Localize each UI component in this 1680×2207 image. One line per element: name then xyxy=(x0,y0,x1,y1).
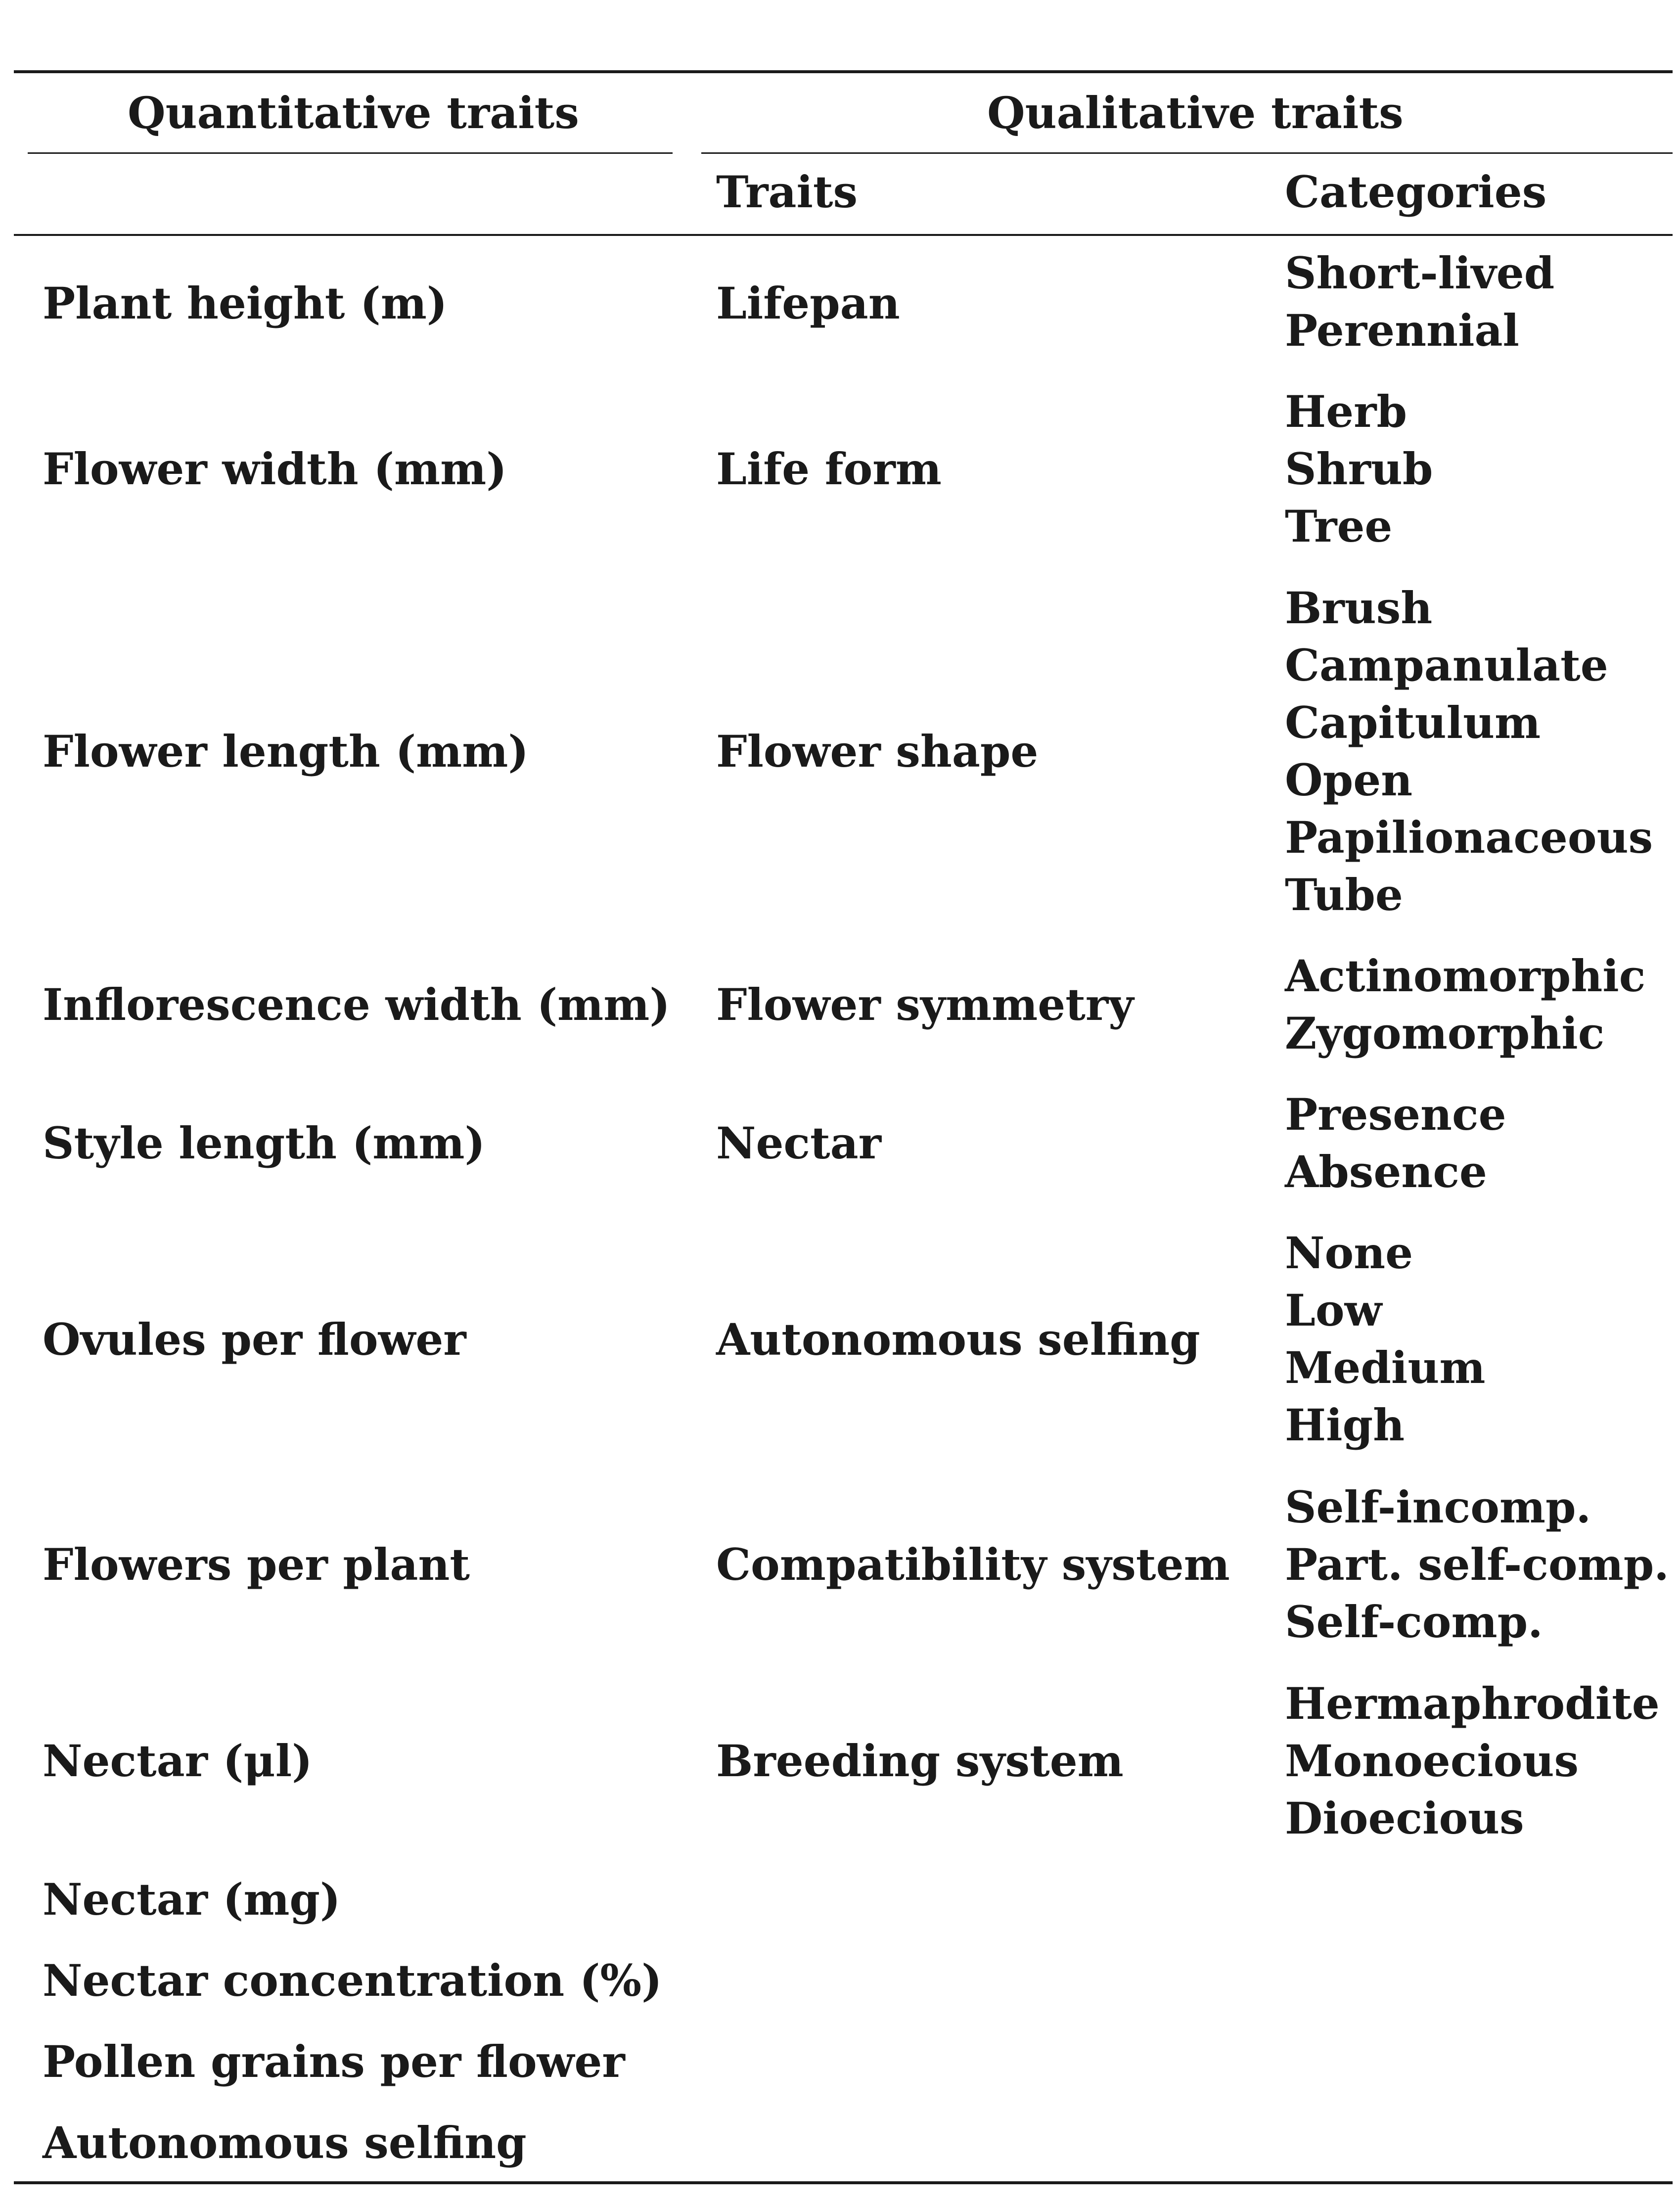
qualitative-trait: Flower symmetry xyxy=(716,979,1134,1030)
category-item: High xyxy=(1285,1399,1405,1451)
category-item: Shrub xyxy=(1285,443,1433,495)
category-list: Short-lived Perennial xyxy=(1285,244,1554,359)
qualitative-trait: Breeding system xyxy=(716,1735,1124,1787)
category-item: Campanulate xyxy=(1285,640,1608,691)
qualitative-trait: Compatibility system xyxy=(716,1539,1230,1590)
header-categories: Categories xyxy=(1285,166,1547,218)
category-item: Monoecious xyxy=(1285,1735,1579,1787)
header-quantitative-traits: Quantitative traits xyxy=(128,87,579,138)
category-item: Dioecious xyxy=(1285,1793,1524,1844)
qualitative-trait: Flower shape xyxy=(716,726,1039,777)
header-bottom-rule xyxy=(14,234,1673,236)
header-traits: Traits xyxy=(716,166,858,218)
category-item: Papilionaceous xyxy=(1285,812,1653,863)
category-item: Brush xyxy=(1285,582,1433,634)
quantitative-trait: Plant height (m) xyxy=(43,277,448,329)
quantitative-header-underline xyxy=(28,152,673,154)
category-item: Open xyxy=(1285,754,1413,806)
category-item: Herb xyxy=(1285,386,1408,437)
category-list: Self-incomp. Part. self-comp. Self-comp. xyxy=(1285,1478,1669,1651)
qualitative-header-underline xyxy=(701,152,1673,154)
category-item: Actinomorphic xyxy=(1285,950,1646,1002)
category-list: Actinomorphic Zygomorphic xyxy=(1285,947,1645,1062)
qualitative-trait: Autonomous selfing xyxy=(716,1314,1200,1365)
category-item: None xyxy=(1285,1227,1413,1279)
category-list: Herb Shrub Tree xyxy=(1285,383,1433,555)
quantitative-trait: Flowers per plant xyxy=(43,1539,470,1590)
bottom-rule xyxy=(14,2181,1673,2184)
category-item: Part. self-comp. xyxy=(1285,1539,1669,1590)
quantitative-trait: Autonomous selfing xyxy=(43,2117,527,2168)
category-item: Capitulum xyxy=(1285,697,1541,748)
quantitative-trait: Flower length (mm) xyxy=(43,726,529,777)
quantitative-trait: Nectar concentration (%) xyxy=(43,1955,662,2006)
category-list: None Low Medium High xyxy=(1285,1224,1485,1454)
quantitative-trait: Style length (mm) xyxy=(43,1117,486,1169)
quantitative-trait: Inflorescence width (mm) xyxy=(43,979,670,1030)
category-item: Tree xyxy=(1285,501,1393,552)
category-list: Hermaphrodite Monoecious Dioecious xyxy=(1285,1675,1660,1847)
category-item: Hermaphrodite xyxy=(1285,1678,1660,1729)
quantitative-trait: Nectar (μl) xyxy=(43,1735,313,1787)
quantitative-trait: Pollen grains per flower xyxy=(43,2036,625,2087)
quantitative-trait: Nectar (mg) xyxy=(43,1874,341,1925)
category-item: Self-comp. xyxy=(1285,1596,1543,1648)
quantitative-trait: Flower width (mm) xyxy=(43,443,507,495)
qualitative-trait: Life form xyxy=(716,443,942,495)
category-list: Presence Absence xyxy=(1285,1086,1506,1200)
category-item: Absence xyxy=(1285,1146,1487,1197)
top-rule xyxy=(14,70,1673,73)
category-item: Presence xyxy=(1285,1089,1506,1140)
category-item: Self-incomp. xyxy=(1285,1481,1591,1533)
category-item: Medium xyxy=(1285,1342,1486,1393)
category-item: Zygomorphic xyxy=(1285,1008,1605,1059)
category-item: Short-lived xyxy=(1285,247,1555,299)
category-item: Low xyxy=(1285,1285,1382,1336)
qualitative-trait: Nectar xyxy=(716,1117,882,1169)
quantitative-trait: Ovules per flower xyxy=(43,1314,466,1365)
qualitative-trait: Lifepan xyxy=(716,277,900,329)
header-qualitative-traits: Qualitative traits xyxy=(987,87,1404,138)
category-item: Tube xyxy=(1285,869,1403,920)
category-item: Perennial xyxy=(1285,305,1519,356)
category-list: Brush Campanulate Capitulum Open Papilio… xyxy=(1285,579,1653,923)
